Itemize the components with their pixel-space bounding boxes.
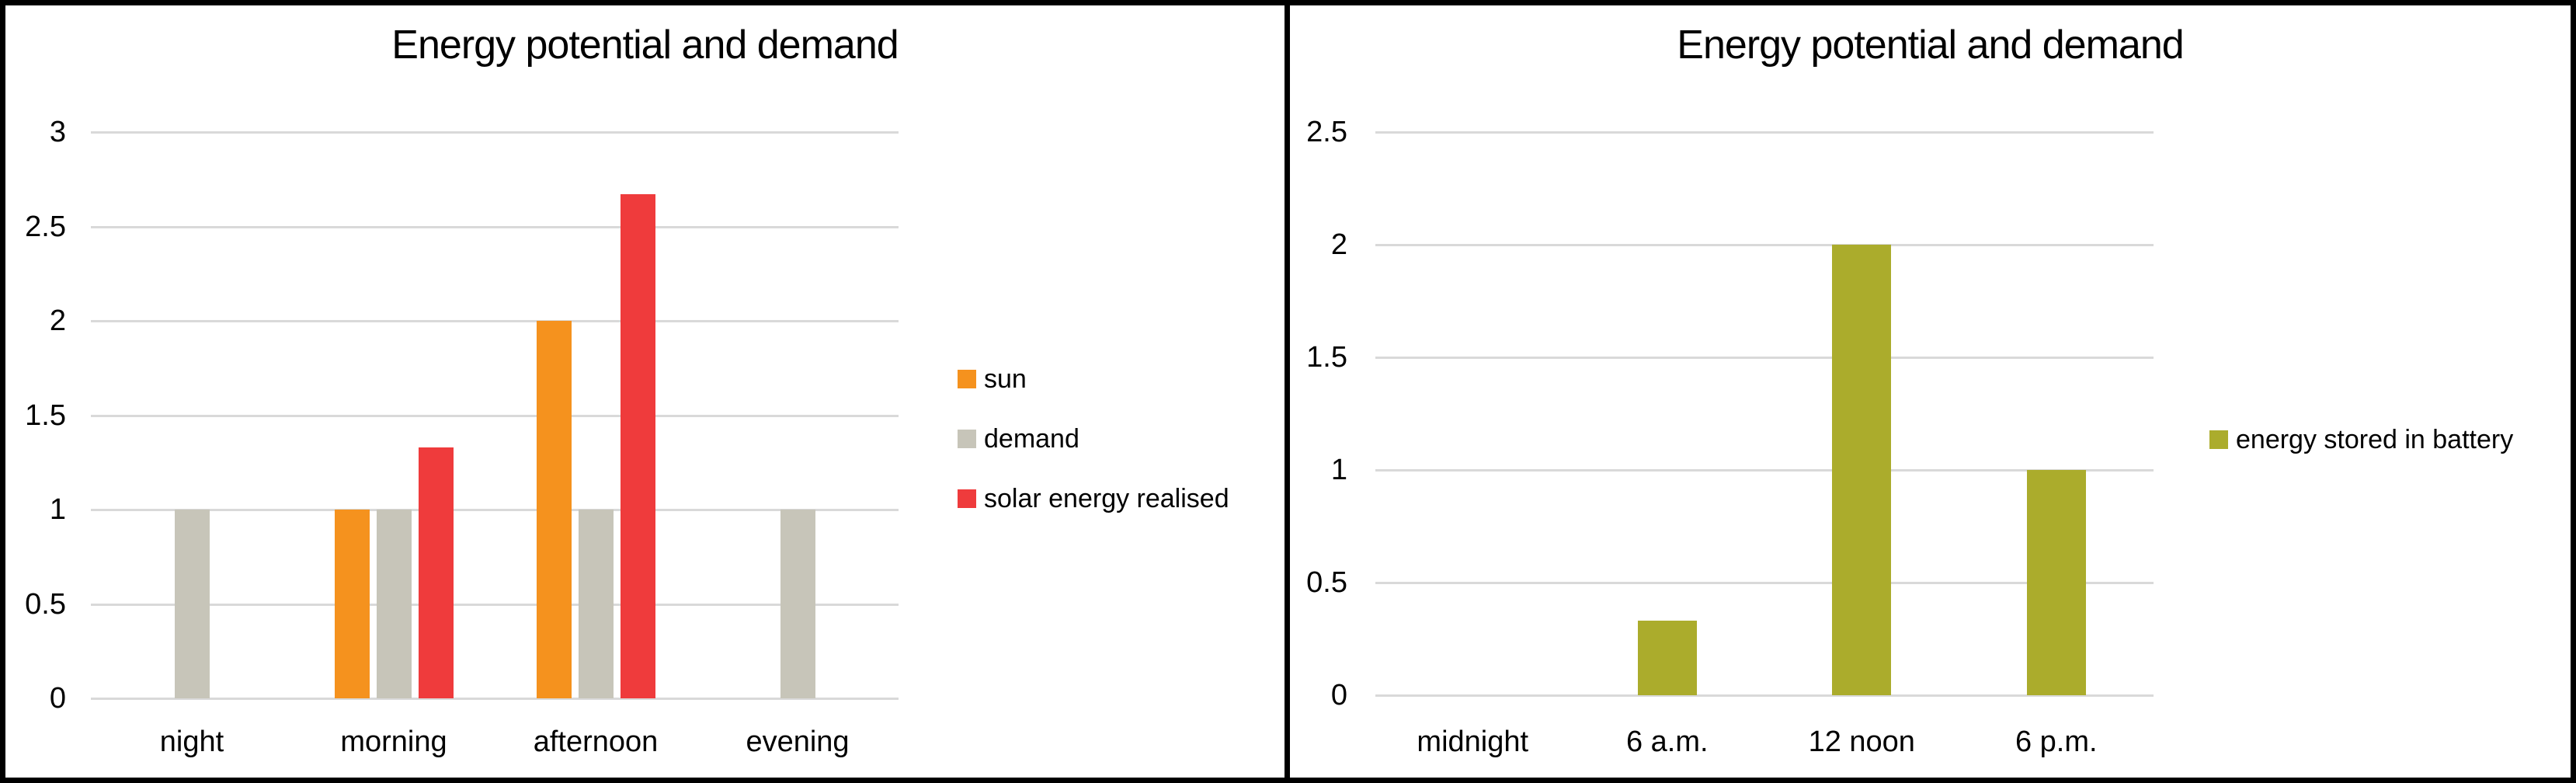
- gridline-y-2-5: [91, 225, 899, 228]
- gridline-y-1-5: [91, 414, 899, 417]
- gridline-y-2-5: [1375, 131, 2154, 134]
- legend-item-energy-stored-in-battery: energy stored in battery: [2209, 426, 2513, 453]
- y-axis-tick-label: 2: [1330, 228, 1347, 261]
- y-axis-tick-label: 2.5: [1306, 116, 1347, 148]
- gridline-y-1: [1375, 469, 2154, 472]
- gridline-y-3: [91, 131, 899, 134]
- legend-item-solar-energy-realised: solar energy realised: [958, 485, 1229, 512]
- legend-label: sun: [984, 364, 1027, 394]
- x-axis-category-label-morning: morning: [340, 726, 447, 758]
- y-axis-tick-label: 1: [1330, 454, 1347, 486]
- y-axis-tick-label: 0: [49, 682, 66, 715]
- gridline-y-1: [91, 509, 899, 511]
- y-axis-tick-label: 0.5: [1306, 566, 1347, 599]
- legend-label: demand: [984, 424, 1079, 454]
- chart-plot-area: 0 0.5 1 1.5 2 2.5 3 night morning afternoon evenin…: [5, 5, 1285, 778]
- x-axis-category-label-night: night: [159, 726, 224, 758]
- bar-demand-evening: [780, 510, 815, 698]
- x-axis-category-label-6-a-m: 6 a.m.: [1625, 726, 1709, 758]
- legend-label: solar energy realised: [984, 484, 1229, 513]
- legend-swatch-icon: [958, 430, 976, 448]
- legend-swatch-icon: [2209, 430, 2228, 449]
- bar-demand-morning: [376, 510, 412, 698]
- chart-panel-right: Energy potential and demand 0 0.5 1 1.5 2 2.5…: [1290, 0, 2576, 783]
- y-axis-tick-label: 0.5: [25, 587, 66, 621]
- bar-solar-energy-realised-afternoon: [620, 194, 655, 698]
- bar-solar-energy-realised-morning: [418, 447, 454, 698]
- x-axis-category-label-6-p-m: 6 p.m.: [2015, 726, 2098, 758]
- legend-item-demand: demand: [958, 426, 1229, 452]
- chart-panel-left: Energy potential and demand 0 0.5 1 1.5 2 2.5…: [0, 0, 1290, 783]
- y-axis-tick-label: 1: [49, 493, 66, 526]
- y-axis-tick-label: 2.5: [25, 210, 66, 243]
- y-axis-tick-label: 0: [1330, 679, 1347, 712]
- chart-title: Energy potential and demand: [1677, 23, 2184, 68]
- bar-sun-morning: [334, 510, 370, 698]
- y-axis-tick-label: 2: [49, 304, 66, 337]
- bar-sun-afternoon: [536, 321, 572, 698]
- legend-item-sun: sun: [958, 366, 1229, 392]
- gridline-y-1-5: [1375, 357, 2154, 359]
- gridline-y-0-5: [91, 603, 899, 606]
- bar-energy-stored-in-battery-6-p-m: [2026, 470, 2086, 695]
- y-axis-tick-label: 1.5: [25, 398, 66, 432]
- gridline-y-2: [1375, 244, 2154, 246]
- gridline-y-0: [1375, 694, 2154, 697]
- legend-swatch-icon: [958, 489, 976, 508]
- chart-title: Energy potential and demand: [391, 23, 899, 68]
- chart-legend: sun demand solar energy realised: [958, 366, 1229, 512]
- x-axis-category-label-afternoon: afternoon: [533, 726, 659, 758]
- bar-energy-stored-in-battery-12-noon: [1832, 245, 1892, 695]
- legend-label: energy stored in battery: [2236, 425, 2514, 454]
- bar-demand-afternoon: [578, 510, 614, 698]
- gridline-y-0: [91, 698, 899, 700]
- y-axis-tick-label: 1.5: [1306, 341, 1347, 374]
- x-axis-category-label-12-noon: 12 noon: [1808, 726, 1915, 758]
- gridline-y-2: [91, 320, 899, 322]
- chart-legend: energy stored in battery: [2209, 426, 2513, 453]
- x-axis-category-label-evening: evening: [746, 726, 850, 758]
- y-axis-tick-label: 3: [49, 116, 66, 148]
- bar-demand-night: [174, 510, 210, 698]
- bar-energy-stored-in-battery-6-a-m: [1637, 621, 1697, 695]
- chart-plot-area: 0 0.5 1 1.5 2 2.5 midnight 6 a.m. 12 noon 6 p.m. e…: [1290, 5, 2571, 778]
- gridline-y-0-5: [1375, 582, 2154, 584]
- x-axis-category-label-midnight: midnight: [1417, 726, 1529, 758]
- legend-swatch-icon: [958, 370, 976, 388]
